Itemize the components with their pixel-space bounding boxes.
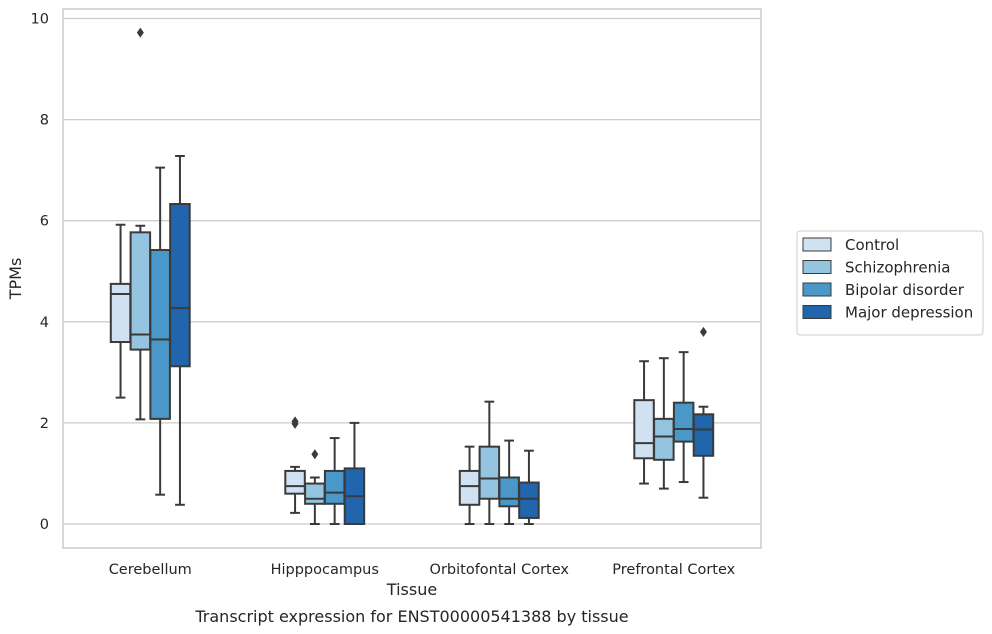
x-tick-label: Cerebellum — [109, 562, 192, 578]
legend-label: Schizophrenia — [845, 259, 950, 277]
box-body — [633, 399, 655, 460]
y-tick-label: 0 — [40, 517, 49, 533]
outlier-point — [291, 416, 299, 427]
box-body — [149, 249, 171, 420]
legend-swatch — [802, 305, 832, 319]
box-schizophrenia — [129, 27, 152, 421]
box-control — [458, 445, 481, 525]
box-body — [692, 413, 715, 457]
legend-label: Bipolar disorder — [845, 281, 965, 299]
box-schizophrenia — [478, 400, 501, 525]
box-body — [653, 417, 675, 461]
y-tick-label: 8 — [40, 113, 49, 129]
legend-swatch — [802, 237, 832, 252]
box-body — [672, 401, 695, 443]
box-bipolar-disorder — [149, 166, 171, 496]
box-major-depression — [692, 326, 715, 499]
outlier-point — [311, 449, 319, 460]
plot-frame — [62, 8, 762, 549]
x-tick-label: Prefrontal Cortex — [612, 562, 735, 578]
box-control — [284, 416, 306, 514]
box-major-depression — [343, 421, 366, 525]
x-tick-label: Orbitofontal Cortex — [430, 562, 570, 578]
legend-frame — [796, 230, 984, 336]
box-bipolar-disorder — [672, 351, 695, 484]
box-bipolar-disorder — [498, 439, 520, 525]
y-tick-labels: 0 2 4 6 8 10 — [31, 12, 49, 534]
box-control — [633, 360, 655, 485]
y-tick-label: 10 — [31, 12, 49, 28]
box-body — [169, 203, 191, 368]
boxes — [109, 27, 715, 525]
box-body — [458, 469, 481, 506]
x-tick-label: Hipppocampus — [271, 562, 379, 578]
y-axis-label: TPMs — [6, 258, 25, 301]
box-body — [518, 481, 540, 519]
y-tick-label: 2 — [40, 416, 49, 432]
legend-swatch — [802, 282, 832, 297]
box-body — [284, 469, 306, 495]
outlier-point — [699, 326, 707, 337]
x-axis-label: Tissue — [386, 580, 437, 599]
legend: Control Schizophrenia Bipolar disorder Majo… — [796, 230, 984, 336]
legend-swatch — [802, 260, 832, 274]
legend-label: Major depression — [845, 304, 973, 322]
box-major-depression — [169, 154, 191, 506]
chart-caption: Transcript expression for ENST0000054138… — [194, 607, 628, 626]
y-tick-label: 4 — [40, 315, 49, 331]
box-body — [498, 476, 520, 508]
box-bipolar-disorder — [323, 437, 346, 525]
x-tick-labels: Cerebellum Hipppocampus Orbitofontal Corte… — [109, 562, 736, 578]
outlier-point — [136, 27, 144, 38]
legend-label: Control — [845, 236, 899, 254]
box-body — [478, 445, 501, 500]
box-schizophrenia — [653, 357, 675, 490]
box-body — [304, 482, 326, 505]
box-body — [109, 282, 132, 344]
box-major-depression — [518, 449, 540, 525]
box-control — [109, 223, 132, 399]
box-body — [323, 469, 346, 505]
box-schizophrenia — [304, 449, 326, 525]
box-body — [129, 231, 152, 351]
y-tick-label: 6 — [40, 214, 49, 230]
